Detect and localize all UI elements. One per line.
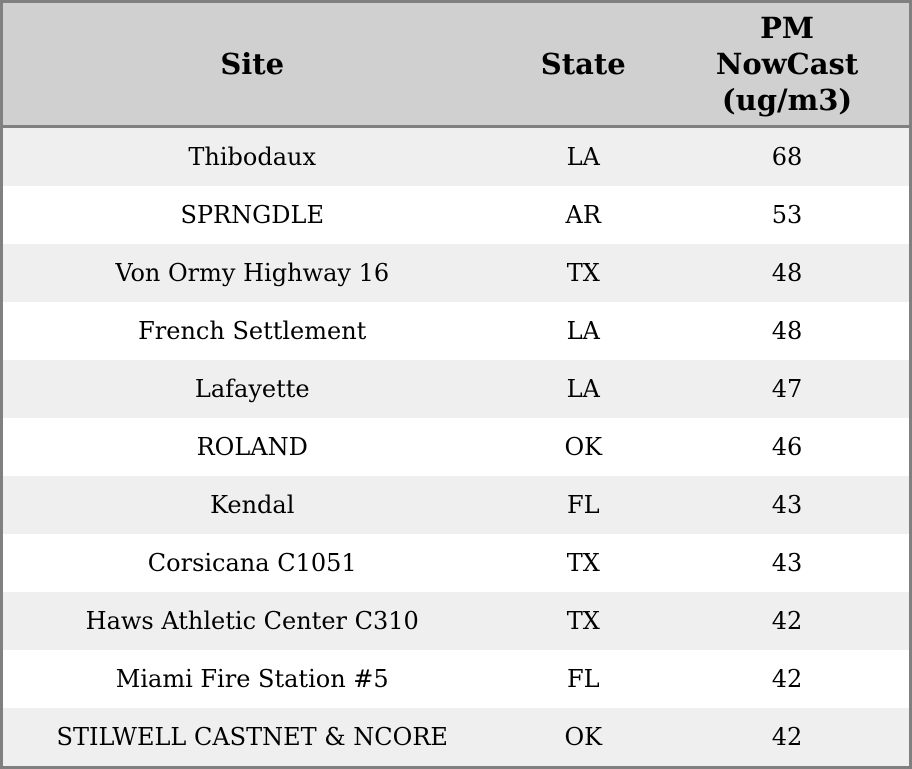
- site-cell: Kendal: [210, 490, 295, 519]
- site-cell: Von Ormy Highway 16: [115, 258, 390, 287]
- state-cell: TX: [566, 548, 600, 577]
- value-cell: 48: [771, 316, 803, 345]
- column-header-pm-nowcast-label: PM NowCast (ug/m3): [715, 10, 859, 118]
- state-cell: TX: [566, 258, 600, 287]
- table-row: STILWELL CASTNET & NCORE OK 42: [1, 707, 911, 768]
- value-cell: 43: [771, 490, 803, 519]
- state-cell: LA: [566, 316, 600, 345]
- value-cell: 42: [771, 722, 803, 751]
- state-cell: FL: [566, 490, 600, 519]
- site-cell: Corsicana C1051: [147, 548, 357, 577]
- state-cell: AR: [565, 201, 601, 229]
- table-row: Von Ormy Highway 16 TX 48: [1, 244, 911, 302]
- table-row: Thibodaux LA 68: [1, 126, 911, 187]
- state-cell: OK: [564, 722, 603, 751]
- table-row: French Settlement LA 48: [1, 301, 911, 360]
- state-cell: LA: [566, 143, 600, 171]
- state-cell: LA: [566, 374, 600, 403]
- value-cell: 68: [771, 143, 803, 171]
- table-row: SPRNGDLE AR 53: [1, 186, 911, 244]
- table-row: ROLAND OK 46: [1, 417, 911, 476]
- site-cell: STILWELL CASTNET & NCORE: [56, 722, 448, 751]
- site-cell: French Settlement: [138, 316, 367, 345]
- value-cell: 46: [771, 432, 803, 461]
- value-cell: 43: [771, 548, 803, 577]
- column-header-pm-nowcast: PM NowCast (ug/m3): [665, 1, 911, 128]
- value-cell: 47: [771, 374, 803, 403]
- state-cell: FL: [566, 664, 600, 693]
- table-header: Site State PM NowCast (ug/m3): [1, 1, 911, 128]
- site-cell: Thibodaux: [188, 143, 317, 171]
- table-body: Thibodaux LA 68 SPRNGDLE AR 53 Von Ormy Highwa…: [1, 126, 911, 768]
- value-cell: 42: [771, 664, 803, 693]
- site-cell: Haws Athletic Center C310: [85, 606, 419, 635]
- table-row: Kendal FL 43: [1, 475, 911, 534]
- state-cell: OK: [564, 432, 603, 461]
- table-row: Lafayette LA 47: [1, 359, 911, 418]
- site-cell: ROLAND: [196, 432, 308, 461]
- column-header-site: Site: [1, 1, 502, 128]
- table-row: Miami Fire Station #5 FL 42: [1, 649, 911, 708]
- column-header-state: State: [501, 1, 666, 128]
- header-row: Site State PM NowCast (ug/m3): [1, 1, 911, 128]
- site-cell: Miami Fire Station #5: [115, 664, 389, 693]
- table-row: Haws Athletic Center C310 TX 42: [1, 591, 911, 650]
- site-cell: Lafayette: [194, 374, 310, 403]
- value-cell: 53: [771, 201, 803, 229]
- site-cell: SPRNGDLE: [180, 201, 324, 229]
- value-cell: 48: [771, 258, 803, 287]
- value-cell: 42: [771, 606, 803, 635]
- table-row: Corsicana C1051 TX 43: [1, 533, 911, 592]
- state-cell: TX: [566, 606, 600, 635]
